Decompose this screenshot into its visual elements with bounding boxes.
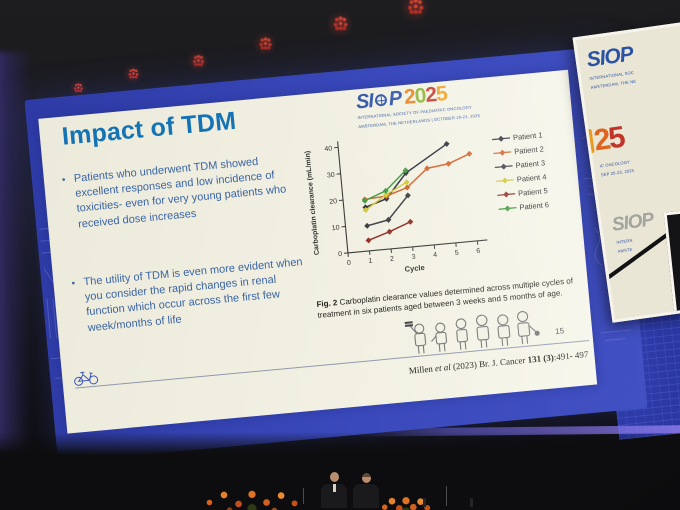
- svg-text:4: 4: [433, 252, 438, 259]
- siop-logo-partial: SIOP: [585, 42, 635, 72]
- seated-woman: [352, 473, 380, 508]
- legend-label: Patient 2: [513, 144, 545, 157]
- water-bottle: [423, 498, 426, 507]
- svg-text:5: 5: [455, 250, 460, 257]
- carboplatin-clearance-chart: 0 10 20 30 40 0 1 2 3 4 5 6 Carboplatin clearance (m…: [299, 112, 580, 294]
- frame-line-art: [39, 227, 64, 379]
- legend-marker-icon: [497, 191, 516, 198]
- man-torso: [321, 484, 347, 508]
- panel-text: AMSTERDAM, THE NE: [590, 79, 637, 91]
- svg-text:20: 20: [329, 198, 338, 206]
- flower-bouquet: [196, 486, 308, 510]
- ceiling-light-icon: [325, 9, 355, 39]
- legend-item: Patient 6: [498, 200, 549, 214]
- woman-torso: [353, 484, 379, 508]
- bullet-marker: •: [71, 278, 76, 290]
- woman-head: [361, 473, 371, 483]
- ceiling-light-icon: [68, 78, 88, 98]
- legend-label: Patient 6: [519, 200, 550, 212]
- bullet-marker: •: [61, 174, 67, 186]
- legend-marker-icon: [495, 177, 514, 184]
- legend-item: Patient 5: [497, 186, 548, 200]
- svg-text:Carboplatin clearance (mL/min): Carboplatin clearance (mL/min): [304, 151, 321, 256]
- legend-marker-icon: [492, 135, 511, 142]
- panel-text: IC ONCOLOGY: [599, 160, 631, 169]
- figure-caption-label: Fig. 2: [316, 298, 338, 309]
- bicycle-icon: [74, 371, 99, 386]
- presentation-slide: Impact of TDM SI P 2025 INTERNATIONAL SO…: [38, 69, 598, 434]
- bullet-point-1: • Patients who underwent TDM showed exce…: [61, 155, 287, 231]
- legend-label: Patient 4: [516, 172, 547, 184]
- siop-logo-gray-partial: SIOP: [610, 209, 655, 236]
- legend-marker-icon: [493, 149, 512, 156]
- legend-item: Patient 3: [494, 158, 545, 172]
- children-illustration: [404, 310, 540, 354]
- legend-marker-icon: [494, 163, 513, 170]
- speaker-silhouette: [663, 206, 680, 315]
- microphone-stand: [446, 486, 447, 506]
- flower-bouquet: [378, 494, 434, 510]
- ceiling-light-icon: [251, 30, 279, 58]
- ceiling-light-icon: [398, 0, 432, 24]
- svg-text:6: 6: [476, 248, 481, 255]
- legend-marker-icon: [498, 205, 517, 212]
- chart-legend: Patient 1 Patient 2 Patient 3 Patient 4 Pati…: [492, 130, 556, 276]
- svg-text:0: 0: [338, 251, 343, 258]
- legend-item: Patient 1: [492, 130, 543, 144]
- slide-page-number: 15: [554, 326, 565, 337]
- svg-text:40: 40: [324, 145, 333, 153]
- siop-logo-text: P: [387, 86, 403, 110]
- svg-text:1: 1: [368, 258, 373, 265]
- water-bottle: [470, 498, 473, 507]
- clearance-chart-plot: 0 10 20 30 40 0 1 2 3 4 5 6 Carboplatin clearance (m…: [304, 140, 488, 274]
- svg-text:Cycle: Cycle: [404, 263, 425, 274]
- svg-text:3: 3: [411, 254, 416, 261]
- siop-year: 2025: [403, 82, 448, 110]
- legend-item: Patient 4: [495, 172, 547, 186]
- legend-label: Patient 1: [512, 130, 543, 143]
- stage-foreground: [0, 432, 680, 510]
- microphone-stand: [303, 488, 304, 504]
- seated-man: [320, 472, 348, 508]
- svg-text:2: 2: [390, 256, 395, 263]
- siop-logo-text: SI: [355, 89, 374, 113]
- legend-item: Patient 2: [493, 144, 544, 158]
- projection-screen: Impact of TDM SI P 2025 INTERNATIONAL SO…: [24, 45, 648, 463]
- legend-label: Patient 3: [515, 158, 546, 171]
- year-fragment: 25: [591, 120, 626, 158]
- legend-label: Patient 5: [517, 186, 549, 198]
- svg-text:10: 10: [332, 225, 341, 233]
- siop-year-digit: 5: [434, 82, 448, 107]
- ceiling-light-icon: [122, 63, 144, 85]
- panel-text: AMSTE: [617, 247, 633, 255]
- globe-icon: [374, 93, 388, 107]
- man-head: [329, 472, 339, 482]
- panel-text: SEP 20-23, 2025: [600, 168, 635, 178]
- ceiling-light-icon: [186, 49, 210, 73]
- svg-text:30: 30: [327, 172, 336, 180]
- svg-text:0: 0: [347, 260, 352, 267]
- slide-title: Impact of TDM: [60, 106, 238, 151]
- panel-text: INTERN: [616, 238, 633, 246]
- bullet-point-2: • The utility of TDM is even more eviden…: [71, 256, 304, 334]
